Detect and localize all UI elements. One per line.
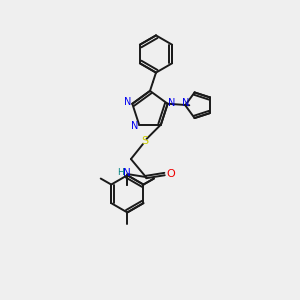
Text: N: N <box>124 97 132 107</box>
Text: H: H <box>117 168 124 177</box>
Text: N: N <box>168 98 175 108</box>
Text: N: N <box>124 167 131 178</box>
Text: O: O <box>166 169 175 179</box>
Text: S: S <box>141 136 148 146</box>
Text: N: N <box>131 121 139 131</box>
Text: N: N <box>182 98 189 109</box>
